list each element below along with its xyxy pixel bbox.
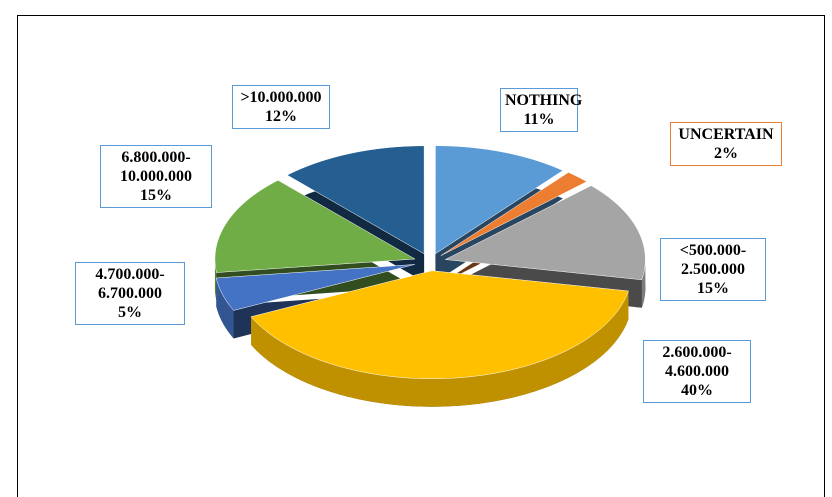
data-label: >10.000.000 12% — [232, 85, 330, 129]
percent-label: 40% — [681, 382, 713, 399]
percent-label: 12% — [265, 108, 297, 125]
category-label: NOTHING — [505, 92, 583, 109]
data-label: 4.700.000-6.700.000 5% — [75, 262, 185, 325]
chart-frame — [17, 15, 825, 497]
percent-label: 11% — [523, 111, 555, 128]
category-label: 2.600.000-4.600.000 — [662, 344, 732, 380]
slice — [215, 264, 415, 311]
slice — [440, 172, 588, 256]
slice — [286, 145, 425, 255]
slice — [250, 270, 629, 379]
slice-side — [251, 290, 629, 407]
data-label: 2.600.000-4.600.000 40% — [643, 340, 751, 403]
slice — [214, 180, 416, 273]
percent-label: 15% — [697, 280, 729, 297]
category-label: 6.800.000-10.000.000 — [120, 149, 192, 185]
data-label: UNCERTAIN 2% — [670, 122, 782, 166]
slice-side — [216, 277, 234, 339]
percent-label: 5% — [118, 304, 142, 321]
slice — [444, 185, 646, 281]
category-label: >10.000.000 — [240, 89, 322, 106]
category-label: 4.700.000-6.700.000 — [95, 266, 165, 302]
data-label: <500.000-2.500.000 15% — [660, 238, 766, 301]
category-label: <500.000-2.500.000 — [679, 242, 747, 278]
percent-label: 2% — [714, 145, 738, 162]
slice-side — [214, 259, 217, 301]
data-label: 6.800.000-10.000.000 15% — [100, 145, 212, 208]
data-label: NOTHING 11% — [500, 88, 583, 132]
percent-label: 15% — [140, 187, 172, 204]
slice — [435, 145, 564, 255]
slice-side — [641, 259, 646, 308]
category-label: UNCERTAIN — [678, 126, 774, 143]
